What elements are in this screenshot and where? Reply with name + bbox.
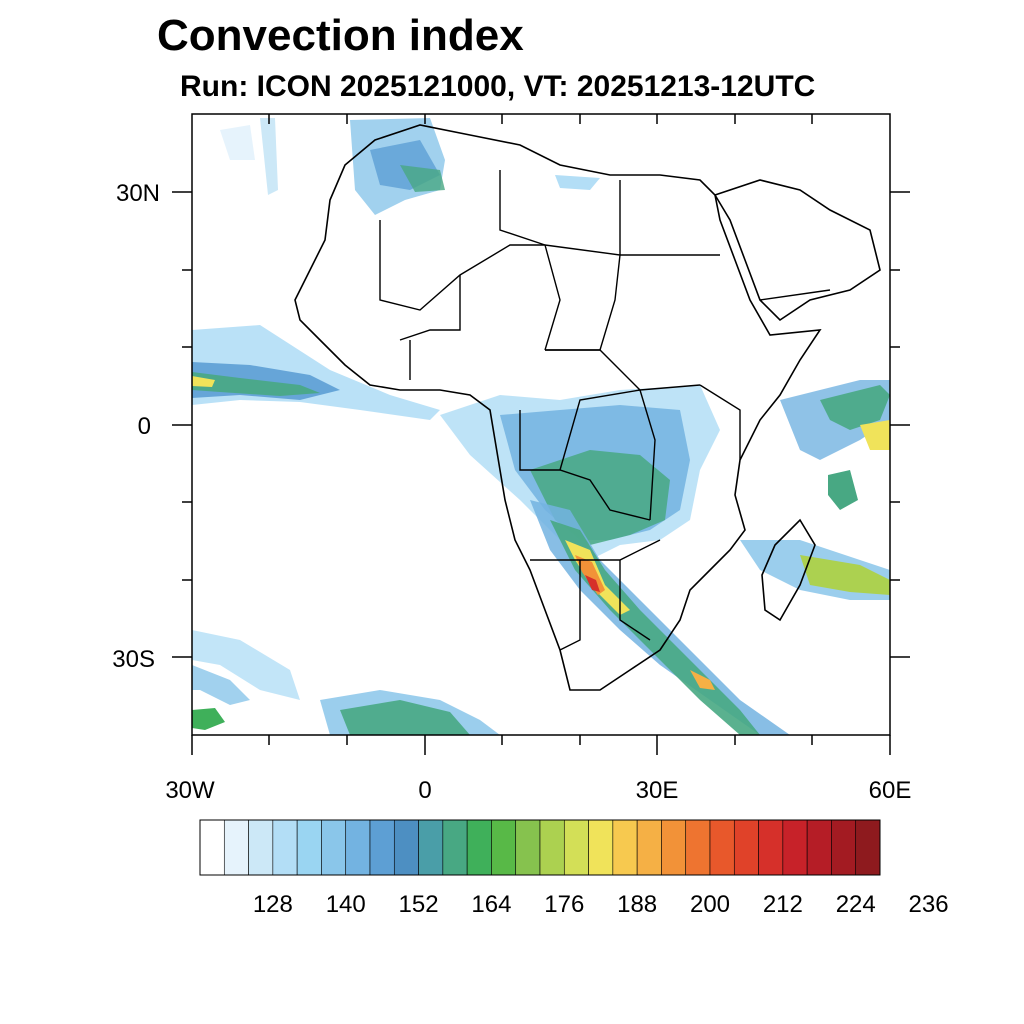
colorbar-tick-label: 236 [909,891,949,918]
axis-ticks [172,114,910,755]
lat-label: 0 [138,413,151,440]
colorbar-swatch [515,819,541,876]
colorbar-swatch [199,819,225,876]
colorbar-swatch [393,819,419,876]
colorbar-swatch [418,819,444,876]
lon-label: 30E [636,777,679,804]
colorbar-tick-label: 224 [836,891,876,918]
country-borders [379,170,831,651]
colorbar-swatch [345,819,371,876]
lat-label: 30N [116,180,160,207]
colorbar-swatch [661,819,687,876]
lon-label: 60E [869,777,912,804]
colorbar-tick-label: 164 [471,891,511,918]
colorbar-tick-label: 176 [544,891,584,918]
colorbar-swatch [248,819,274,876]
lon-label: 30W [165,777,215,804]
colorbar-swatch [685,819,711,876]
colorbar-swatch [223,819,249,876]
colorbar-swatch [782,819,808,876]
colorbar-tick-label: 128 [253,891,293,918]
colorbar-swatch [612,819,638,876]
coastlines [294,124,881,691]
colorbar-swatch [442,819,468,876]
colorbar-swatch [466,819,492,876]
colorbar-swatch [321,819,347,876]
colorbar-swatch [733,819,759,876]
colorbar-swatch [709,819,735,876]
convection-field [192,118,890,735]
colorbar-frame [199,819,881,876]
colorbar-swatch [296,819,322,876]
lon-label: 0 [418,777,431,804]
map-subtitle: Run: ICON 2025121000, VT: 20251213-12UTC [180,70,816,103]
colorbar-labels: 128 140 152 164 176 188 200 212 224 236 [253,891,949,918]
colorbar-swatch [369,819,395,876]
colorbar-swatch [806,819,832,876]
colorbar-swatch [272,819,298,876]
colorbar-swatch [758,819,784,876]
lat-label: 30S [112,646,155,673]
colorbar-tick-label: 140 [326,891,366,918]
colorbar-tick-label: 152 [399,891,439,918]
colorbar-swatch [563,819,589,876]
map-title: Convection index [157,11,524,60]
colorbar-tick-label: 212 [763,891,803,918]
colorbar-swatch [831,819,857,876]
colorbar-tick-label: 188 [617,891,657,918]
colorbar-swatch [491,819,517,876]
colorbar-swatch [855,819,881,876]
colorbar-tick-label: 200 [690,891,730,918]
colorbar-swatch [636,819,662,876]
colorbar-swatch [588,819,614,876]
colorbar [199,819,881,876]
colorbar-swatch [539,819,565,876]
